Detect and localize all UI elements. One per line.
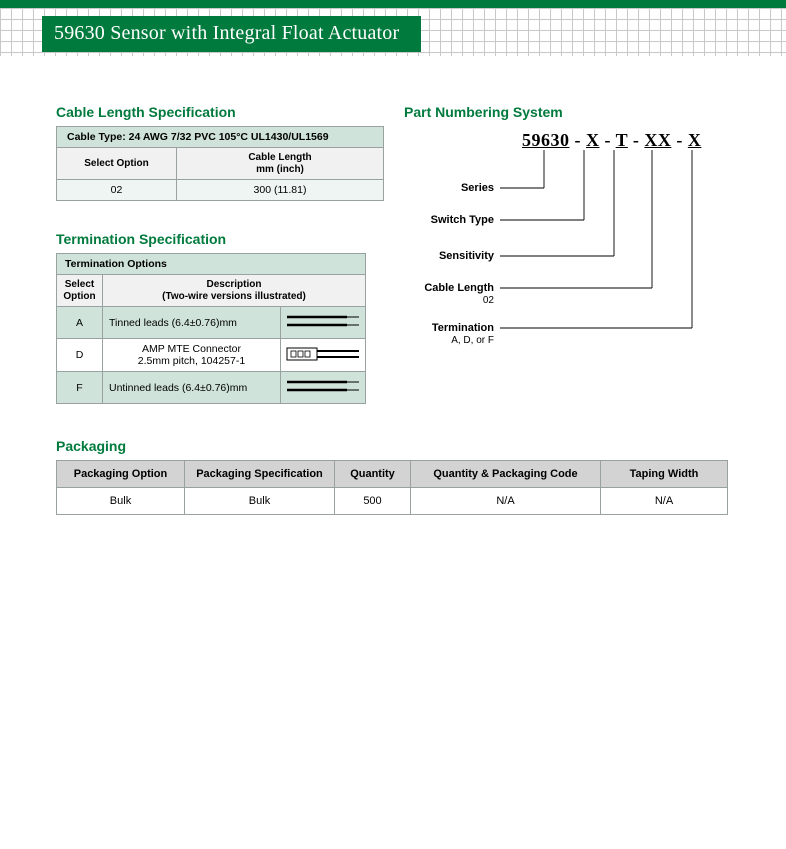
pn-heading: Part Numbering System (404, 104, 714, 120)
term-desc-d-l1: AMP MTE Connector (142, 343, 241, 355)
term-opt-d: D (57, 339, 103, 372)
termination-table: Termination Options Select Option Descri… (56, 253, 366, 404)
term-desc-a: Tinned leads (6.4±0.76)mm (103, 307, 281, 339)
pack-col-4: Taping Width (601, 461, 728, 488)
pn-x1: X (586, 130, 600, 150)
term-col-select-l2: Option (63, 291, 95, 302)
term-opt-f: F (57, 372, 103, 404)
pn-label-term-sub: A, D, or F (404, 335, 494, 346)
part-numbering-block: Part Numbering System 59630 - X - T - XX… (404, 104, 714, 120)
term-illus-d (281, 339, 366, 372)
pack-cell-2: 500 (335, 488, 411, 515)
pn-x2: X (688, 130, 702, 150)
pn-t: T (616, 130, 628, 150)
term-illus-a (281, 307, 366, 339)
pn-dash-3: - (628, 130, 645, 150)
pack-col-3: Quantity & Packaging Code (411, 461, 601, 488)
term-desc-f: Untinned leads (6.4±0.76)mm (103, 372, 281, 404)
content-area: Cable Length Specification Cable Type: 2… (0, 56, 786, 555)
untinned-leads-icon (285, 376, 361, 396)
pack-cell-4: N/A (601, 488, 728, 515)
pn-label-series: Series (404, 182, 494, 194)
cable-col-length: Cable Length mm (inch) (177, 148, 384, 180)
tinned-leads-icon (285, 311, 361, 331)
cable-len: 300 (11.81) (177, 180, 384, 201)
pack-cell-0: Bulk (57, 488, 185, 515)
pack-col-1: Packaging Specification (185, 461, 335, 488)
cable-type-row: Cable Type: 24 AWG 7/32 PVC 105°C UL1430… (57, 127, 384, 148)
pn-series: 59630 (522, 130, 570, 150)
term-illus-f (281, 372, 366, 404)
pn-label-sens: Sensitivity (404, 250, 494, 262)
pack-col-2: Quantity (335, 461, 411, 488)
term-col-desc-l1: Description (206, 279, 261, 290)
pack-cell-1: Bulk (185, 488, 335, 515)
pn-label-switch: Switch Type (404, 214, 494, 226)
pn-label-cable: Cable Length (404, 282, 494, 294)
term-col-desc-l2: (Two-wire versions illustrated) (162, 291, 306, 302)
pack-heading: Packaging (56, 438, 730, 454)
term-col-desc: Description (Two-wire versions illustrat… (103, 275, 366, 307)
pn-label-term: Termination (404, 322, 494, 334)
cable-col-select: Select Option (57, 148, 177, 180)
term-opt-a: A (57, 307, 103, 339)
term-col-select-l1: Select (65, 279, 94, 290)
pn-dash-4: - (671, 130, 688, 150)
left-column: Cable Length Specification Cable Type: 2… (56, 104, 384, 404)
amp-connector-icon (285, 344, 361, 364)
term-desc-d-l2: 2.5mm pitch, 104257-1 (138, 355, 245, 367)
cable-length-table: Cable Type: 24 AWG 7/32 PVC 105°C UL1430… (56, 126, 384, 201)
pack-cell-3: N/A (411, 488, 601, 515)
header-band: 59630 Sensor with Integral Float Actuato… (0, 0, 786, 56)
cable-col-length-l2: mm (inch) (256, 164, 304, 175)
pn-dash-2: - (600, 130, 616, 150)
cable-col-length-l1: Cable Length (248, 152, 311, 163)
pn-dash-1: - (570, 130, 587, 150)
packaging-table: Packaging Option Packaging Specification… (56, 460, 728, 515)
pack-col-0: Packaging Option (57, 461, 185, 488)
pn-label-cable-sub: 02 (404, 295, 494, 306)
term-desc-d: AMP MTE Connector 2.5mm pitch, 104257-1 (103, 339, 281, 372)
term-options-row: Termination Options (57, 254, 366, 275)
term-col-select: Select Option (57, 275, 103, 307)
term-heading: Termination Specification (56, 231, 384, 247)
page-title: 59630 Sensor with Integral Float Actuato… (42, 16, 421, 52)
pn-xx: XX (644, 130, 671, 150)
cable-opt: 02 (57, 180, 177, 201)
cable-heading: Cable Length Specification (56, 104, 384, 120)
